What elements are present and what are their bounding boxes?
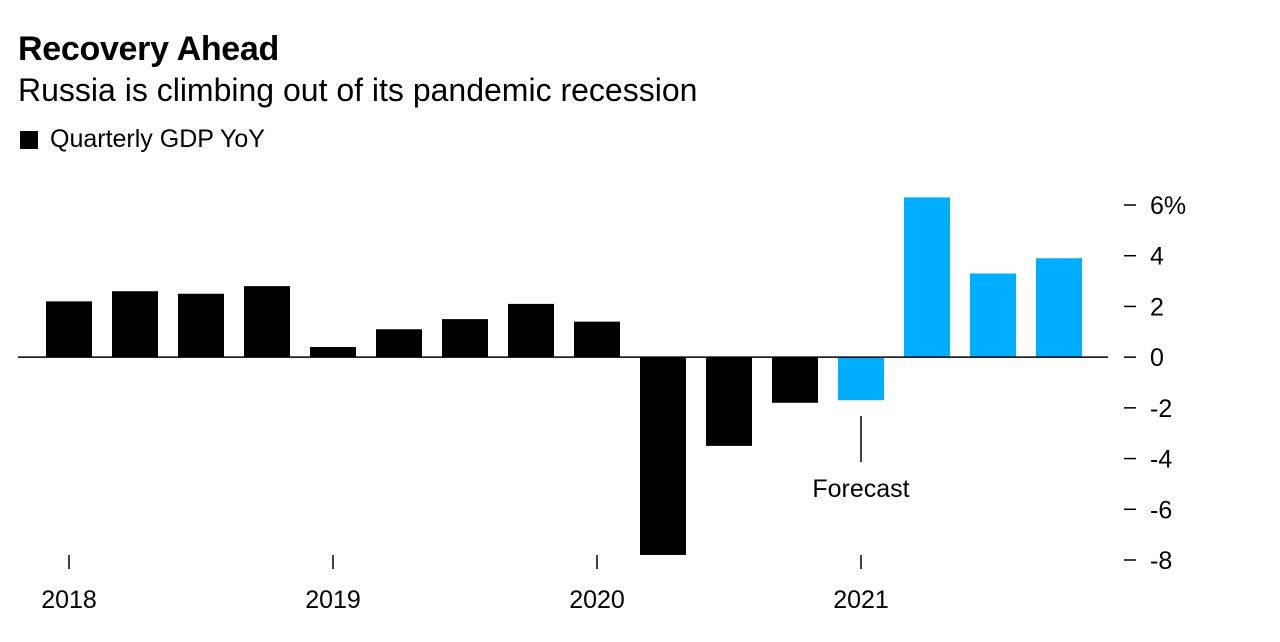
x-tick-label: 2019 [305,586,361,614]
y-tick-label: -8 [1150,547,1172,575]
bar-2018-q1 [46,301,92,358]
bar-2019-q2 [376,329,422,358]
chart-subtitle: Russia is climbing out of its pandemic r… [18,72,698,108]
y-tick-label: -2 [1150,395,1172,423]
y-tick-label: 6% [1150,192,1186,220]
forecast-annotation-label: Forecast [812,475,909,503]
bar-2018-q3 [178,293,224,358]
bar-2019-q4 [508,303,554,358]
legend: Quarterly GDP YoY [20,125,265,154]
bar-2018-q2 [112,291,158,358]
legend-label: Quarterly GDP YoY [50,125,265,153]
bar-2020-q3 [706,357,752,446]
x-tick-label: 2021 [833,586,889,614]
bar-2018-q4 [244,286,290,358]
bar-2020-q4 [772,357,818,403]
bar-2021-q1 [838,357,884,401]
y-tick-label: -6 [1150,496,1172,524]
y-tick-label: -4 [1150,446,1172,474]
y-tick-label: 0 [1150,344,1164,372]
legend-swatch [20,130,38,149]
bar-2019-q3 [442,319,488,358]
bar-2021-q4 [1036,258,1082,358]
y-tick-label: 4 [1150,243,1164,271]
bar-2021-q2 [904,197,950,358]
x-tick-label: 2018 [41,586,97,614]
bar-2021-q3 [970,273,1016,358]
chart-title: Recovery Ahead [18,30,279,68]
y-tick-label: 2 [1150,293,1164,321]
x-tick-label: 2020 [569,586,625,614]
bar-2020-q2 [640,357,686,555]
bar-2020-q1 [574,321,620,358]
bar-2019-q1 [310,347,356,358]
